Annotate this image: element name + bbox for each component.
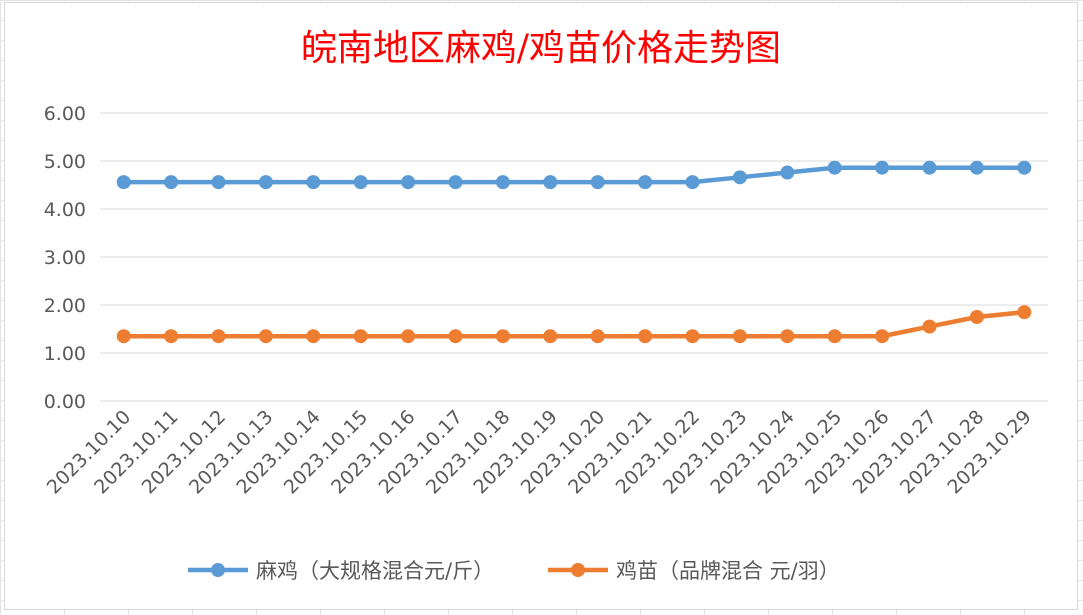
series-line [123, 309, 1025, 339]
data-point [922, 160, 937, 175]
data-point [448, 175, 463, 190]
data-point [401, 329, 416, 344]
data-point [969, 310, 984, 324]
data-point [495, 329, 510, 344]
data-point [780, 165, 795, 180]
data-point [590, 175, 605, 190]
series-2 [116, 305, 1032, 344]
data-point [116, 175, 131, 190]
data-point [401, 175, 416, 190]
legend-item-2: 鸡苗（品牌混合 元/羽） [548, 559, 840, 583]
data-point [638, 329, 653, 344]
data-point [211, 329, 226, 344]
data-point [685, 329, 700, 344]
data-point [164, 175, 179, 190]
gridlines [100, 112, 1048, 402]
y-tick-label: 3.00 [44, 247, 86, 269]
data-point [590, 329, 605, 344]
data-point [211, 175, 226, 190]
data-point [258, 175, 273, 190]
data-point [495, 175, 510, 190]
legend-label: 鸡苗（品牌混合 元/羽） [616, 559, 840, 583]
data-point [543, 175, 558, 190]
y-tick-label: 2.00 [44, 295, 86, 317]
data-point [780, 329, 795, 344]
y-tick-label: 1.00 [44, 343, 86, 365]
legend-marker [571, 563, 585, 577]
data-point [258, 329, 273, 344]
legend-item-1: 麻鸡（大规格混合元/斤） [188, 559, 494, 583]
data-point [969, 160, 984, 175]
y-axis: 0.00 1.00 2.00 3.00 4.00 5.00 6.00 [44, 103, 86, 413]
data-point [875, 160, 890, 175]
data-point [732, 170, 747, 185]
legend-label: 麻鸡（大规格混合元/斤） [256, 559, 494, 583]
data-point [306, 329, 321, 344]
y-tick-label: 5.00 [44, 151, 86, 173]
data-point [306, 175, 321, 190]
data-point [448, 329, 463, 344]
data-point [638, 175, 653, 190]
data-point [1017, 160, 1032, 175]
data-point [875, 329, 890, 344]
series-line [123, 165, 1025, 185]
data-point [164, 329, 179, 344]
data-point [543, 329, 558, 344]
y-tick-label: 6.00 [44, 103, 86, 125]
data-point [922, 319, 937, 334]
chart-title: 皖南地区麻鸡/鸡苗价格走势图 [301, 28, 781, 69]
data-point [732, 329, 747, 344]
data-point [1017, 305, 1032, 320]
y-tick-label: 4.00 [44, 199, 86, 221]
data-point [353, 329, 368, 344]
legend[interactable]: 麻鸡（大规格混合元/斤） 鸡苗（品牌混合 元/羽） [188, 559, 840, 583]
y-tick-label: 0.00 [44, 391, 86, 413]
data-point [116, 329, 131, 344]
chart-area[interactable] [4, 2, 1078, 610]
data-point [827, 329, 842, 344]
data-point [685, 175, 700, 190]
series-layer [116, 160, 1032, 344]
data-point [353, 175, 368, 190]
x-axis: 2023.10.102023.10.112023.10.122023.10.13… [43, 406, 1036, 498]
data-point [827, 160, 842, 175]
series-1 [116, 160, 1032, 190]
legend-marker [211, 563, 225, 577]
